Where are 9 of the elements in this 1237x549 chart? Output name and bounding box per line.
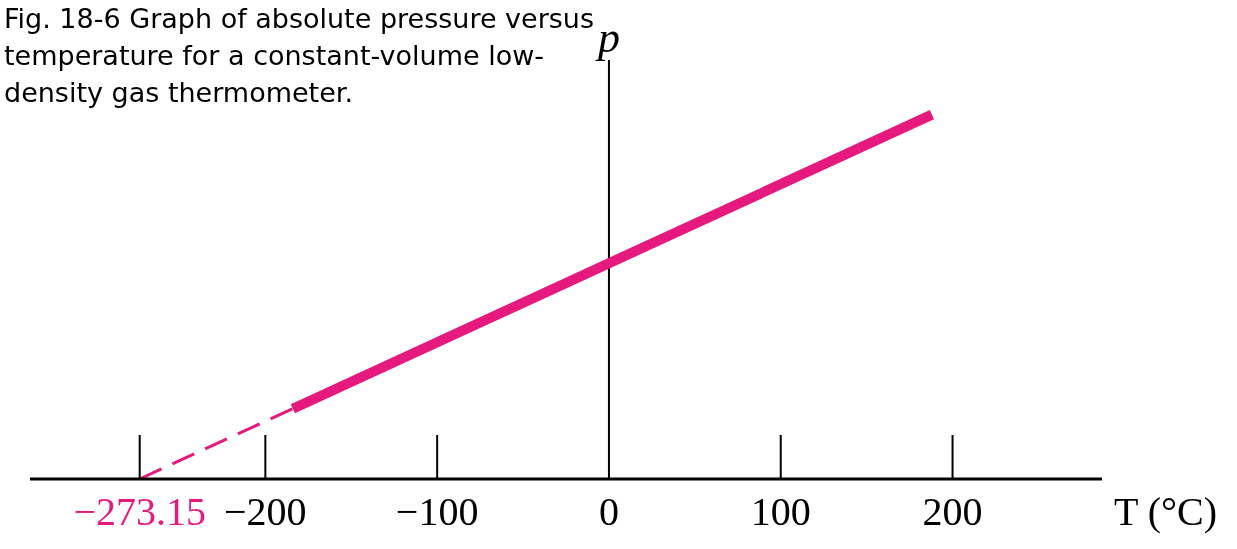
- x-tick-label: −273.15: [73, 489, 206, 534]
- y-axis-title: p: [594, 13, 620, 62]
- x-tick-label: −200: [224, 489, 307, 534]
- x-tick-label: −100: [395, 489, 479, 534]
- x-tick-label: 200: [922, 489, 983, 534]
- chart-title: Fig. 18-6 Graph of absolute pressure versus temperature for a constant-volume low-density gas thermometer.: [4, 3, 595, 108]
- x-tick-label: 100: [750, 489, 811, 534]
- x-tick-label: 0: [598, 489, 619, 534]
- x-axis-title: T (°C): [1114, 489, 1218, 534]
